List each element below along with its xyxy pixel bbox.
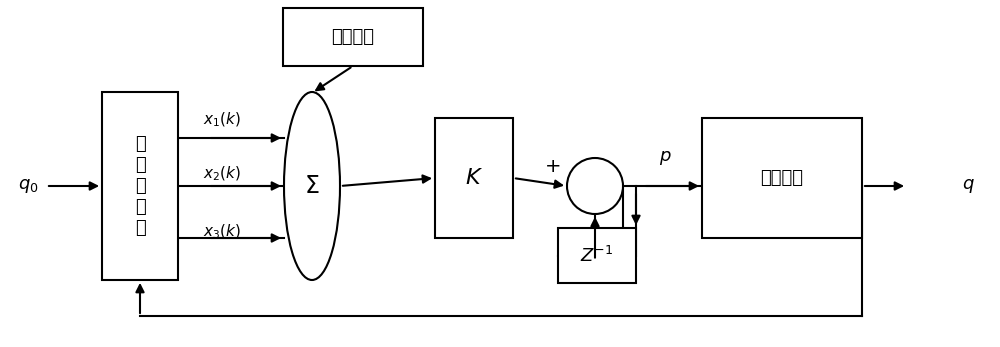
Bar xyxy=(702,118,862,238)
Text: $q_0$: $q_0$ xyxy=(18,177,38,195)
Text: +: + xyxy=(545,156,561,176)
Text: $p$: $p$ xyxy=(659,149,671,167)
Circle shape xyxy=(567,158,623,214)
Bar xyxy=(102,92,178,280)
Text: $Z^{-1}$: $Z^{-1}$ xyxy=(580,245,614,265)
Bar xyxy=(435,118,513,238)
Text: $q$: $q$ xyxy=(962,177,974,195)
Text: $x_2(k)$: $x_2(k)$ xyxy=(203,165,241,183)
Bar xyxy=(558,228,636,283)
Text: 状
态
转
换
器: 状 态 转 换 器 xyxy=(135,135,145,237)
Text: 控制目标: 控制目标 xyxy=(761,169,804,187)
Text: $K$: $K$ xyxy=(465,168,483,188)
Ellipse shape xyxy=(284,92,340,280)
Text: 学习方法: 学习方法 xyxy=(332,28,374,46)
Bar xyxy=(283,8,423,66)
Text: $x_1(k)$: $x_1(k)$ xyxy=(203,111,241,129)
Text: $x_3(k)$: $x_3(k)$ xyxy=(203,223,241,241)
Text: Σ: Σ xyxy=(304,174,320,198)
